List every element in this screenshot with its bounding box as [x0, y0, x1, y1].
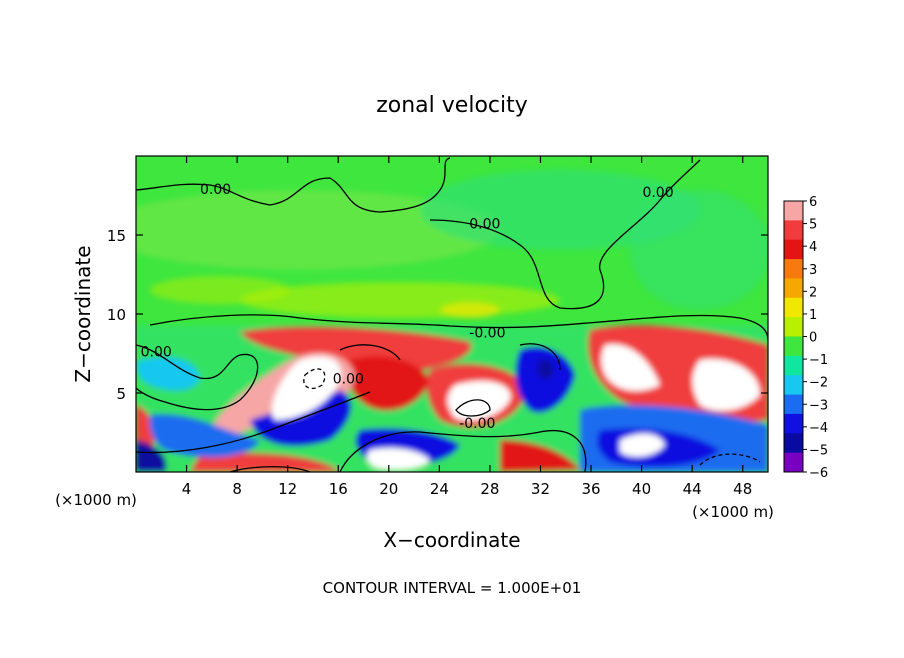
contour-label: -0.00 — [459, 416, 495, 432]
colorbar-label: −3 — [809, 398, 828, 413]
colorbar-swatch — [784, 355, 803, 376]
y-axis-label: Z−coordinate — [71, 245, 95, 382]
x-tick-label: 24 — [430, 480, 449, 498]
x-tick-label: 44 — [683, 480, 702, 498]
x-tick-label: 8 — [232, 480, 242, 498]
colorbar-swatch — [784, 452, 803, 473]
contour-line — [429, 159, 701, 310]
colorbar-swatch — [784, 433, 803, 454]
lower-field-shading — [136, 325, 768, 472]
contour-line — [149, 314, 768, 341]
y-tick-label: 15 — [107, 227, 126, 245]
colorbar-label: 1 — [809, 308, 817, 323]
colorbar: 6 5 4 3 2 1 0 −1 −2 −3 −4 −5 −6 — [783, 195, 828, 481]
x-tick-label: 20 — [379, 480, 398, 498]
x-tick-label: 32 — [531, 480, 550, 498]
colorbar-swatch — [784, 220, 803, 241]
y-tick-label: 5 — [116, 385, 126, 403]
colorbar-label: −4 — [809, 421, 828, 436]
x-tick-label: 40 — [632, 480, 651, 498]
contour-line — [136, 157, 451, 213]
contour-label: 0.00 — [642, 185, 673, 201]
colorbar-label: 2 — [809, 285, 817, 300]
colorbar-label: 3 — [809, 263, 817, 278]
contour-lines — [136, 157, 768, 472]
x-axis-label: X−coordinate — [383, 528, 520, 552]
colorbar-swatch — [784, 297, 803, 318]
velocity-field: 0.00 0.00 0.00 -0.00 0.00 0.00 -0.00 — [136, 156, 768, 472]
colorbar-label: 6 — [809, 195, 817, 210]
upper-field-shading — [136, 170, 768, 318]
colorbar-swatch — [784, 394, 803, 415]
contour-interval-footer: CONTOUR INTERVAL = 1.000E+01 — [323, 579, 582, 597]
x-unit-left: (×1000 m) — [55, 491, 137, 509]
contour-label: -0.00 — [469, 326, 505, 342]
x-tick-label: 16 — [329, 480, 348, 498]
colorbar-label: −1 — [809, 353, 828, 368]
contour-line — [339, 430, 587, 472]
contour-label: 0.00 — [141, 345, 172, 361]
colorbar-swatch — [784, 278, 803, 299]
colorbar-label: 4 — [809, 240, 817, 255]
colorbar-swatch — [784, 375, 803, 396]
colorbar-swatch — [784, 201, 803, 221]
x-tick-label: 4 — [182, 480, 192, 498]
colorbar-swatch — [784, 239, 803, 260]
contour-line — [303, 368, 326, 389]
contour-line — [136, 391, 371, 454]
contour-line — [455, 399, 491, 417]
colorbar-swatch — [784, 413, 803, 434]
colorbar-label: −2 — [809, 376, 828, 391]
x-tick-label: 36 — [581, 480, 600, 498]
colorbar-label: 5 — [809, 218, 817, 233]
contour-line — [699, 453, 761, 466]
colorbar-swatch — [784, 259, 803, 279]
colorbar-label: −5 — [809, 443, 828, 458]
colorbar-swatch — [784, 336, 803, 357]
contour-labels: 0.00 0.00 0.00 -0.00 0.00 0.00 -0.00 — [141, 182, 674, 432]
colorbar-label: −6 — [809, 466, 828, 481]
contour-label: 0.00 — [200, 182, 231, 198]
x-tick-label: 48 — [733, 480, 752, 498]
contour-label: 0.00 — [469, 217, 500, 233]
colorbar-label: 0 — [809, 331, 817, 346]
x-tick-label: 12 — [278, 480, 297, 498]
contour-line — [519, 343, 561, 371]
x-axis-ticks: 4 8 12 16 20 24 28 32 36 40 44 48 — [182, 156, 752, 498]
y-tick-label: 10 — [107, 306, 126, 324]
x-unit-right: (×1000 m) — [692, 503, 774, 521]
contour-line — [339, 344, 401, 361]
contour-line — [136, 344, 259, 411]
x-tick-label: 28 — [480, 480, 499, 498]
contour-label: 0.00 — [333, 372, 364, 388]
y-axis-ticks: 5 10 15 — [107, 227, 768, 403]
chart-title: zonal velocity — [376, 93, 528, 118]
colorbar-swatch — [784, 317, 803, 337]
